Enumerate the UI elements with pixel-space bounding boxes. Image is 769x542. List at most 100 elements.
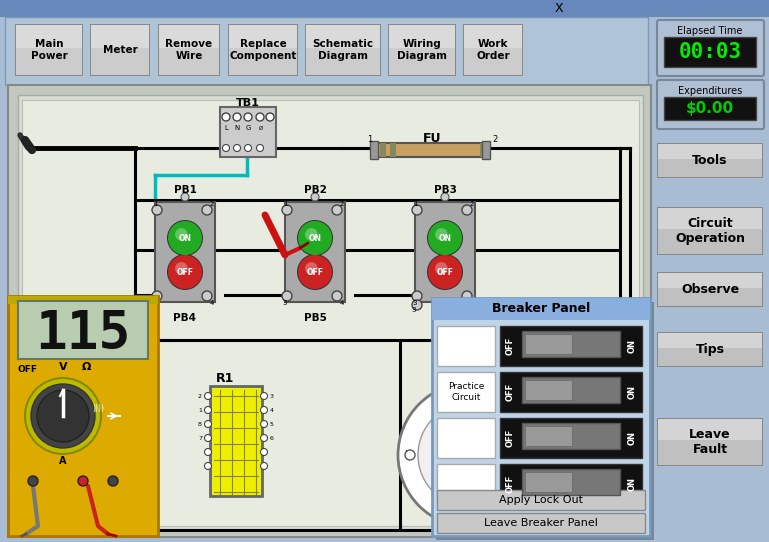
Bar — [658, 333, 762, 366]
Text: 4: 4 — [210, 300, 215, 306]
Circle shape — [167, 220, 203, 256]
Text: L: L — [224, 125, 228, 131]
Bar — [210, 386, 262, 496]
Bar — [658, 208, 762, 254]
Circle shape — [282, 291, 292, 301]
Circle shape — [266, 113, 274, 121]
Bar — [375, 143, 485, 157]
Circle shape — [261, 448, 268, 455]
Bar — [437, 372, 495, 412]
Bar — [228, 24, 298, 76]
Bar — [525, 334, 572, 354]
Text: FU: FU — [423, 132, 441, 145]
Bar — [436, 302, 654, 540]
Circle shape — [222, 113, 230, 121]
Bar — [229, 25, 297, 48]
Circle shape — [261, 406, 268, 414]
Text: 3: 3 — [153, 300, 157, 306]
Text: PB5: PB5 — [304, 313, 326, 323]
Circle shape — [205, 406, 211, 414]
Bar — [522, 423, 620, 449]
Bar — [415, 202, 475, 302]
Text: A: A — [59, 456, 67, 466]
Circle shape — [462, 291, 472, 301]
Circle shape — [311, 193, 319, 201]
Bar — [658, 273, 762, 306]
Circle shape — [441, 193, 449, 201]
Circle shape — [175, 228, 188, 241]
Circle shape — [405, 450, 415, 460]
Text: 1: 1 — [368, 134, 373, 144]
Bar — [658, 144, 762, 177]
Text: N: N — [465, 515, 474, 525]
Text: 2: 2 — [470, 201, 474, 207]
Bar — [437, 490, 645, 510]
Text: OFF: OFF — [505, 475, 514, 493]
Bar — [437, 326, 495, 366]
Text: Apply Lock Out: Apply Lock Out — [499, 495, 583, 505]
Text: OFF: OFF — [307, 268, 324, 277]
Text: R1: R1 — [216, 371, 235, 384]
Circle shape — [205, 448, 211, 455]
Circle shape — [412, 205, 422, 215]
Bar — [500, 464, 642, 504]
Text: Tools: Tools — [692, 154, 727, 167]
Bar — [91, 25, 149, 75]
Bar — [525, 426, 572, 446]
Circle shape — [398, 383, 542, 527]
Bar — [389, 25, 455, 48]
Bar — [22, 100, 639, 526]
Bar — [657, 272, 763, 307]
Circle shape — [297, 220, 333, 256]
Bar — [658, 419, 762, 440]
Text: OFF: OFF — [437, 268, 454, 277]
Circle shape — [222, 145, 229, 152]
Text: 3: 3 — [411, 307, 416, 313]
Text: Breaker Panel: Breaker Panel — [492, 302, 590, 315]
Text: 1: 1 — [413, 201, 418, 207]
Circle shape — [261, 392, 268, 399]
Text: Elapsed Time: Elapsed Time — [677, 26, 743, 36]
Circle shape — [261, 421, 268, 428]
Text: Leave
Fault: Leave Fault — [689, 428, 731, 456]
Circle shape — [167, 254, 203, 290]
Circle shape — [435, 262, 448, 275]
Bar — [500, 372, 642, 412]
Text: L: L — [528, 450, 535, 460]
Text: 1: 1 — [198, 408, 202, 412]
Text: ON: ON — [438, 234, 451, 243]
Text: L: L — [404, 450, 411, 460]
Circle shape — [465, 510, 475, 520]
Bar — [437, 464, 495, 504]
Text: 8: 8 — [198, 422, 202, 427]
Text: 4: 4 — [470, 300, 474, 306]
Bar — [657, 207, 763, 255]
Text: 2: 2 — [492, 134, 498, 144]
Bar — [158, 24, 220, 76]
Text: 6: 6 — [270, 436, 274, 441]
Bar — [8, 296, 158, 304]
Bar — [432, 298, 650, 536]
Circle shape — [205, 392, 211, 399]
Bar — [437, 418, 495, 458]
FancyBboxPatch shape — [657, 80, 764, 129]
Circle shape — [412, 291, 422, 301]
Circle shape — [332, 291, 342, 301]
Circle shape — [245, 145, 251, 152]
Bar — [658, 419, 762, 465]
Text: OFF: OFF — [18, 365, 38, 373]
Bar — [657, 143, 763, 178]
Circle shape — [257, 145, 264, 152]
Bar — [306, 25, 380, 48]
Text: X: X — [554, 2, 564, 15]
Text: PB4: PB4 — [174, 313, 197, 323]
Circle shape — [282, 205, 292, 215]
Bar — [482, 141, 490, 159]
Text: OFF: OFF — [505, 383, 514, 401]
Text: OFF: OFF — [505, 337, 514, 355]
Circle shape — [175, 262, 188, 275]
Bar — [159, 25, 219, 48]
Text: PB1: PB1 — [174, 185, 196, 195]
Text: Circuit
Operation: Circuit Operation — [675, 217, 745, 245]
Circle shape — [233, 113, 241, 121]
